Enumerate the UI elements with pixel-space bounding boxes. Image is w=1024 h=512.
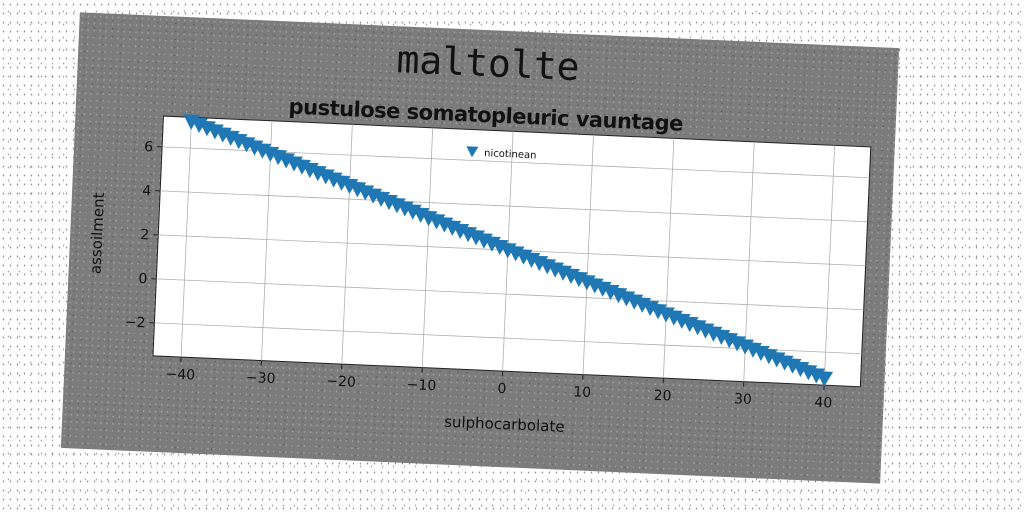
legend: nicotinean (466, 146, 537, 161)
x-grid-line (421, 127, 434, 368)
y-tick-label: 6 (144, 139, 154, 155)
y-axis-label: assoilment (87, 192, 109, 274)
x-axis-label: sulphocarbolate (444, 413, 565, 436)
x-tick-label: −10 (406, 377, 436, 394)
x-tick-label: 30 (734, 391, 753, 408)
y-tick-label: 0 (138, 271, 148, 287)
scatter-series (183, 114, 834, 387)
x-tick-label: 40 (814, 395, 833, 412)
x-grid-line (582, 134, 594, 375)
x-grid-line (823, 145, 836, 386)
x-tick-label: 10 (573, 384, 592, 401)
legend-marker (466, 146, 479, 158)
x-grid-line (662, 138, 675, 379)
x-grid-line (180, 117, 192, 358)
x-tick-label: −30 (246, 370, 276, 387)
x-tick-label: 20 (653, 388, 672, 405)
x-tick-label: −40 (165, 366, 195, 383)
y-grid-line (160, 190, 868, 223)
y-grid-line (156, 278, 864, 311)
chart-figure: maltolte pustulose somatopleuric vauntag… (60, 12, 900, 484)
x-tick-label: −20 (326, 373, 356, 390)
y-tick-label: 2 (140, 227, 150, 243)
y-tick-label: 4 (142, 183, 152, 199)
data-point (816, 371, 834, 387)
x-tick-label: 0 (497, 381, 507, 397)
legend-label: nicotinean (484, 148, 537, 161)
chart-svg: maltolte pustulose somatopleuric vauntag… (87, 37, 872, 436)
y-tick-label: −2 (124, 315, 145, 332)
figure-title: maltolte (396, 37, 581, 89)
x-grid-line (341, 124, 353, 365)
